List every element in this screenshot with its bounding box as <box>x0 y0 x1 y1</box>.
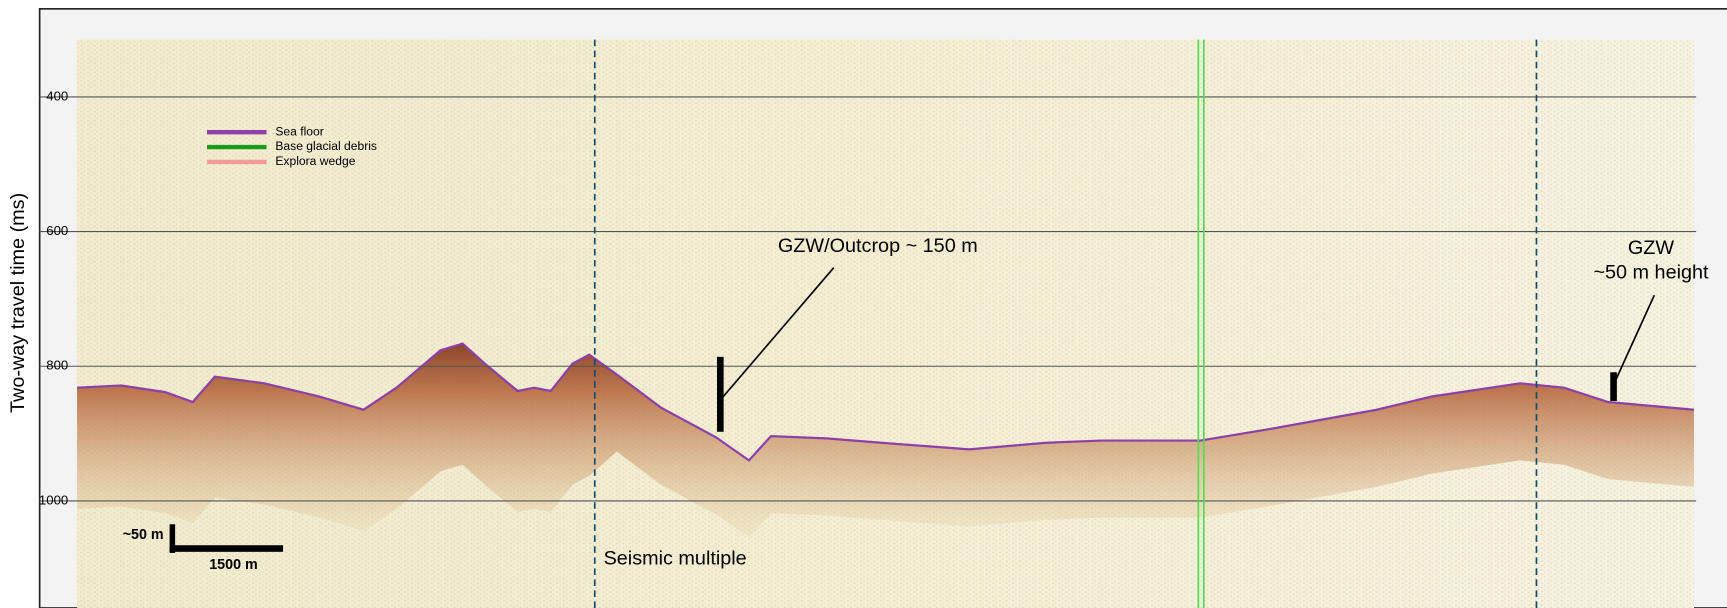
y-tick-label: 400 <box>46 88 68 103</box>
scale-label: ~50 m <box>123 527 164 543</box>
scale-label: 1500 m <box>209 557 258 573</box>
y-tick-label: 600 <box>46 223 68 238</box>
legend-label: Base glacial debris <box>275 139 377 153</box>
height-bar <box>717 357 724 432</box>
annotation: Seismic multiple <box>604 548 747 570</box>
annotation: GZW <box>1628 237 1675 259</box>
legend-label: Explora wedge <box>275 154 355 168</box>
y-tick-label: 800 <box>46 358 68 373</box>
y-axis-label: Two-way travel time (ms) <box>7 193 29 413</box>
height-bar <box>1610 372 1617 401</box>
y-tick-label: 1000 <box>39 492 68 507</box>
annotation: GZW/Outcrop ~ 150 m <box>778 235 978 257</box>
seismic-figure: 400 600 800 1000 Two-way travel time (ms) S… <box>0 0 1727 608</box>
legend-label: Sea floor <box>275 124 323 138</box>
scale-bar-horizontal <box>170 545 283 552</box>
page: 400 600 800 1000 Two-way travel time (ms) S… <box>0 0 1727 608</box>
annotation: ~50 m height <box>1593 261 1709 283</box>
